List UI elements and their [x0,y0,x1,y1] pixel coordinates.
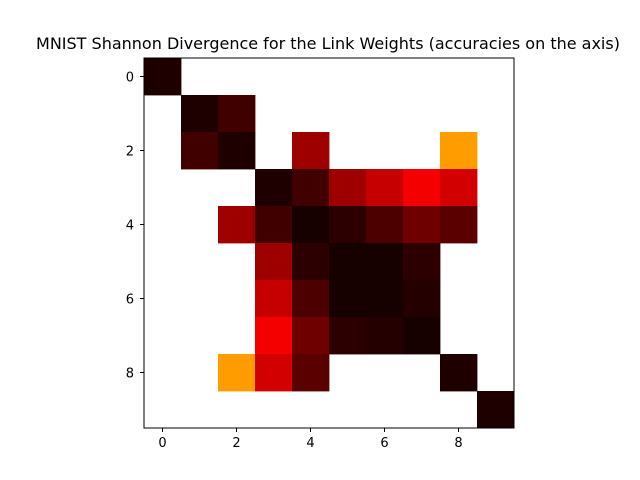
heatmap-cell-r4-c6 [366,206,404,244]
heatmap-cell-r6-c6 [366,280,404,318]
heatmap-cell-r4-c2 [218,206,256,244]
heatmap-cell-r3-c7 [403,169,441,207]
y-tick-label: 8 [126,367,134,382]
heatmap-cell-r5-c6 [366,243,404,281]
y-tick-label: 4 [126,219,134,234]
heatmap-cell-r4-c8 [440,206,478,244]
heatmap-cell-r9-c9 [477,391,515,429]
x-tick-label: 0 [158,436,166,451]
heatmap-cell-r2-c1 [181,132,219,170]
heatmap-cell-r6-c3 [255,280,293,318]
heatmap-cell-r5-c4 [292,243,330,281]
x-axis: 0 2 4 6 8 [158,428,463,451]
y-tick-label: 6 [126,293,134,308]
x-tick-label: 6 [380,436,388,451]
heatmap-cell-r8-c3 [255,354,293,392]
heatmap-cell-r3-c4 [292,169,330,207]
heatmap-cell-r4-c3 [255,206,293,244]
heatmap-cell-r7-c4 [292,317,330,355]
heatmap-cell-r3-c3 [255,169,293,207]
heatmap-cell-r8-c4 [292,354,330,392]
heatmap-cell-r4-c7 [403,206,441,244]
heatmap-cell-r5-c3 [255,243,293,281]
heatmap-cell-r1-c1 [181,95,219,133]
heatmap-cell-r7-c7 [403,317,441,355]
x-tick-label: 4 [306,436,314,451]
heatmap-cell-r8-c2 [218,354,256,392]
y-tick-label: 0 [126,71,134,86]
heatmap-cells [144,58,515,429]
heatmap-cell-r0-c0 [144,58,182,96]
plot-frame [143,57,515,429]
heatmap-cell-r2-c2 [218,132,256,170]
heatmap-cell-r2-c4 [292,132,330,170]
x-tick-label: 8 [454,436,462,451]
heatmap-cell-r7-c6 [366,317,404,355]
heatmap-cell-r7-c3 [255,317,293,355]
y-tick-label: 2 [126,145,134,160]
heatmap-cell-r4-c5 [329,206,367,244]
heatmap-cell-r6-c7 [403,280,441,318]
heatmap-cell-r2-c8 [440,132,478,170]
heatmap-cell-r6-c5 [329,280,367,318]
chart-title: MNIST Shannon Divergence for the Link We… [36,34,620,53]
heatmap-cell-r4-c4 [292,206,330,244]
heatmap-cell-r3-c5 [329,169,367,207]
heatmap-cell-r3-c6 [366,169,404,207]
heatmap-cell-r6-c4 [292,280,330,318]
heatmap-cell-r5-c5 [329,243,367,281]
heatmap-cell-r7-c5 [329,317,367,355]
heatmap-cell-r8-c8 [440,354,478,392]
y-axis: 0 2 4 6 8 [126,71,144,382]
heatmap-cell-r1-c2 [218,95,256,133]
heatmap-cell-r5-c7 [403,243,441,281]
x-tick-label: 2 [232,436,240,451]
heatmap-cell-r3-c8 [440,169,478,207]
